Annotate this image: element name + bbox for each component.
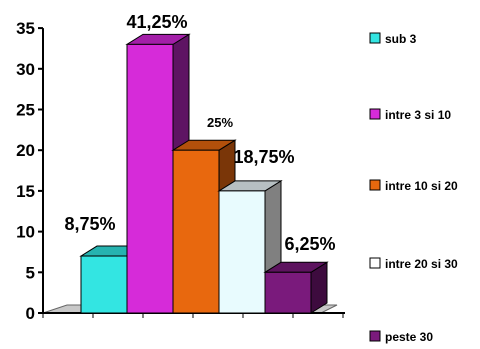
legend-swatch: [369, 32, 381, 44]
y-tick-label: 15: [16, 182, 35, 201]
y-tick-label: 25: [16, 101, 35, 120]
bar-front: [172, 149, 220, 314]
legend-label: sub 3: [385, 32, 417, 46]
legend-swatch: [369, 257, 381, 269]
legend-label: intre 3 si 10: [385, 108, 451, 122]
bar-front: [264, 271, 312, 314]
data-label: 41,25%: [126, 12, 187, 32]
y-tick-label: 0: [26, 304, 35, 323]
data-label: 8,75%: [64, 214, 115, 234]
legend-label: intre 20 si 30: [385, 257, 458, 271]
legend-item: intre 20 si 30: [369, 257, 458, 271]
legend-swatch: [369, 330, 381, 342]
legend-item: sub 3: [369, 32, 417, 46]
data-label: 6,25%: [284, 234, 335, 254]
legend-label: intre 10 si 20: [385, 179, 458, 193]
bar-front: [126, 43, 174, 314]
y-tick-label: 35: [16, 19, 35, 38]
bar-front: [80, 255, 128, 314]
data-label: 25%: [207, 115, 233, 130]
data-label: 18,75%: [233, 147, 294, 167]
data-labels: 8,75% 41,25% 25% 18,75% 6,25%: [64, 12, 335, 254]
legend-item: intre 3 si 10: [369, 108, 451, 122]
y-tick-label: 5: [26, 263, 35, 282]
legend: sub 3 intre 3 si 10 intre 10 si 20 intre 20…: [369, 32, 458, 344]
legend-label: peste 30: [385, 330, 433, 344]
y-tick-label: 20: [16, 141, 35, 160]
y-tick-label: 30: [16, 60, 35, 79]
y-tick-label: 10: [16, 223, 35, 242]
legend-item: intre 10 si 20: [369, 179, 458, 193]
bar-front: [218, 190, 266, 314]
legend-item: peste 30: [369, 330, 433, 344]
legend-swatch: [369, 108, 381, 120]
legend-swatch: [369, 179, 381, 191]
bars: [79, 33, 329, 314]
bar: [263, 261, 329, 314]
